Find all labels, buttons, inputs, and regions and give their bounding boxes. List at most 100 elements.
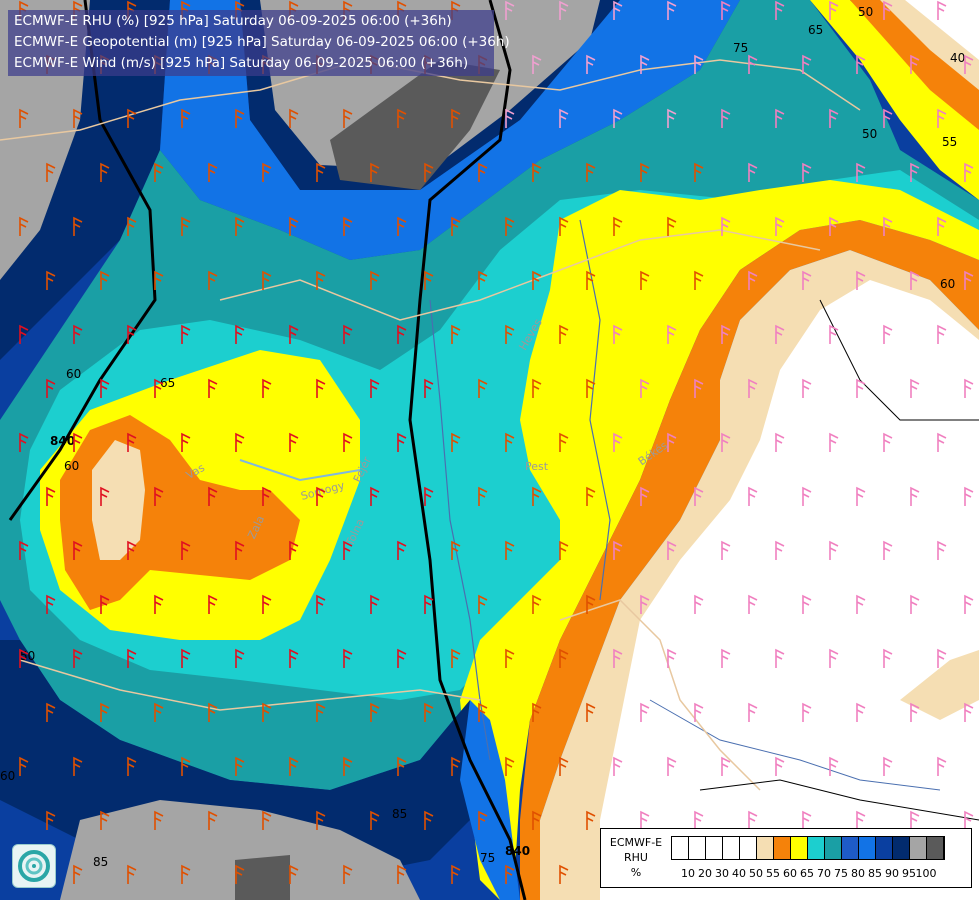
wind-barb-icon — [154, 810, 164, 830]
wind-barb-icon — [694, 378, 704, 398]
wind-barb-icon — [829, 216, 839, 236]
wind-barb-icon — [73, 216, 83, 236]
wind-barb-icon — [829, 648, 839, 668]
wind-barb-icon — [289, 756, 299, 776]
map-title-box: ECMWF-E RHU (%) [925 hPa] Saturday 06-09… — [8, 10, 510, 76]
wind-barb-icon — [424, 486, 434, 506]
wind-barb-icon — [532, 702, 542, 722]
wind-barb-icon — [127, 432, 137, 452]
wind-barb-icon — [343, 756, 353, 776]
humidity-band-50-ne — [905, 0, 979, 60]
wind-barb-icon — [397, 864, 407, 884]
border-romania — [819, 299, 979, 421]
wind-barb-icon — [937, 756, 947, 776]
wind-barb-icon — [451, 108, 461, 128]
wind-barb-icon — [613, 108, 623, 128]
wind-barb-icon — [775, 324, 785, 344]
wind-barb-icon — [451, 324, 461, 344]
legend-tick-label: 50 — [749, 867, 763, 880]
wind-barb-icon — [181, 324, 191, 344]
wind-barb-icon — [748, 810, 758, 830]
wind-barb-icon — [208, 594, 218, 614]
wind-barb-icon — [748, 162, 758, 182]
wind-barb-icon — [802, 54, 812, 74]
wind-barb-icon — [478, 378, 488, 398]
wind-barb-icon — [910, 162, 920, 182]
river-maros — [649, 699, 941, 791]
wind-barb-icon — [46, 486, 56, 506]
wind-barb-icon — [127, 540, 137, 560]
wind-barb-icon — [154, 378, 164, 398]
wind-barb-icon — [586, 486, 596, 506]
wind-barb-icon — [559, 540, 569, 560]
wind-barb-icon — [370, 594, 380, 614]
wind-barb-icon — [694, 54, 704, 74]
wind-barb-icon — [937, 324, 947, 344]
legend-swatch — [723, 837, 740, 859]
wind-barb-icon — [613, 540, 623, 560]
wind-barb-icon — [235, 540, 245, 560]
wind-barb-icon — [559, 108, 569, 128]
legend-tick-label: 10 — [681, 867, 695, 880]
wind-barb-icon — [748, 702, 758, 722]
wind-barb-icon — [46, 162, 56, 182]
wind-barb-icon — [613, 756, 623, 776]
wind-barb-icon — [775, 108, 785, 128]
wind-barb-icon — [289, 432, 299, 452]
wind-barb-icon — [19, 324, 29, 344]
wind-barb-icon — [289, 864, 299, 884]
wind-barb-icon — [667, 432, 677, 452]
wind-barb-icon — [721, 648, 731, 668]
wind-barb-icon — [127, 756, 137, 776]
wind-barb-icon — [883, 540, 893, 560]
wind-barb-icon — [856, 162, 866, 182]
wind-barb-icon — [154, 594, 164, 614]
wind-barb-icon — [694, 594, 704, 614]
wind-barb-icon — [775, 0, 785, 20]
legend-title-source: ECMWF-E — [609, 836, 663, 849]
title-line-wind: ECMWF-E Wind (m/s) [925 hPa] Saturday 06… — [14, 55, 469, 71]
wind-barb-icon — [208, 378, 218, 398]
legend-tick-label: 90 — [885, 867, 899, 880]
wind-barb-icon — [667, 540, 677, 560]
wind-barb-icon — [721, 0, 731, 20]
wind-barb-icon — [640, 810, 650, 830]
legend-tick-label: 100 — [915, 867, 937, 880]
wind-barb-icon — [883, 432, 893, 452]
wind-barb-icon — [370, 486, 380, 506]
wind-barb-icon — [478, 810, 488, 830]
region-label-pest: Pest — [525, 460, 549, 473]
wind-barb-icon — [505, 0, 515, 20]
wind-barb-icon — [667, 108, 677, 128]
wind-barb-icon — [478, 486, 488, 506]
wind-barb-icon — [775, 216, 785, 236]
legend-swatch — [808, 837, 825, 859]
wind-barb-icon — [424, 270, 434, 290]
wind-barb-icon — [856, 594, 866, 614]
wind-barb-icon — [127, 864, 137, 884]
wind-barb-icon — [19, 108, 29, 128]
contour-label: 85 — [93, 855, 108, 869]
contour-label: 75 — [733, 41, 748, 55]
legend-swatch — [842, 837, 859, 859]
wind-barb-icon — [532, 594, 542, 614]
wind-barb-icon — [802, 594, 812, 614]
wind-barb-icon — [910, 486, 920, 506]
wind-barb-icon — [910, 702, 920, 722]
wind-barb-icon — [829, 432, 839, 452]
title-line-rhu: ECMWF-E RHU (%) [925 hPa] Saturday 06-09… — [14, 13, 452, 29]
wind-barb-icon — [937, 216, 947, 236]
wind-barb-icon — [181, 540, 191, 560]
wind-barb-icon — [235, 324, 245, 344]
legend-tick-label: 75 — [834, 867, 848, 880]
wind-barb-icon — [289, 108, 299, 128]
wind-barb-icon — [694, 486, 704, 506]
wind-barb-icon — [262, 702, 272, 722]
wind-barb-icon — [586, 162, 596, 182]
wind-barb-icon — [370, 378, 380, 398]
wind-barb-icon — [883, 648, 893, 668]
wind-barb-icon — [424, 378, 434, 398]
wind-barb-icon — [937, 540, 947, 560]
wind-barb-icon — [181, 756, 191, 776]
